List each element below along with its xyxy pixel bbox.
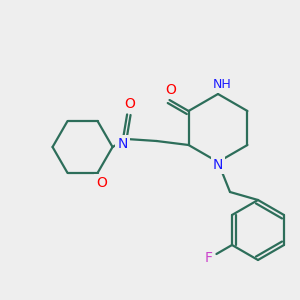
Text: N: N (213, 158, 223, 172)
Text: F: F (205, 251, 213, 266)
Text: N: N (117, 137, 128, 151)
Text: NH: NH (213, 79, 231, 92)
Text: O: O (96, 176, 107, 190)
Text: O: O (165, 83, 176, 97)
Text: O: O (124, 97, 135, 111)
